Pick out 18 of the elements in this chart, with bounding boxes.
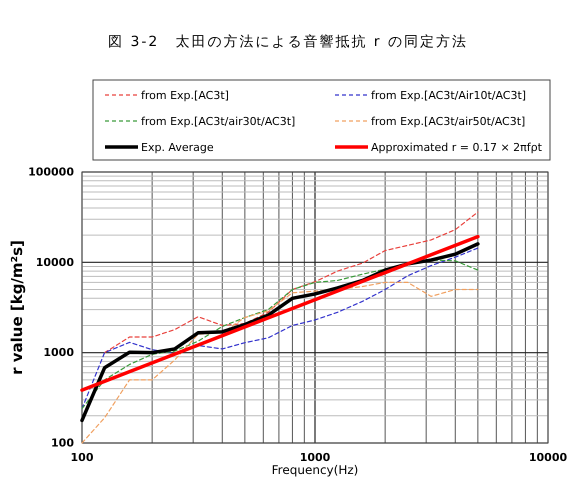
legend-label: Exp. Average <box>141 141 214 154</box>
y-tick-label: 100 <box>51 436 74 450</box>
x-tick-label: 100 <box>70 450 94 464</box>
y-tick-label: 100000 <box>28 166 74 179</box>
line-series <box>81 282 478 444</box>
legend-label: from Exp.[AC3t/Air10t/AC3t] <box>371 89 526 102</box>
x-axis-title: Frequency(Hz) <box>272 463 358 477</box>
x-tick-label: 10000 <box>528 450 568 464</box>
y-tick-label: 1000 <box>43 346 74 360</box>
legend-label: from Exp.[AC3t/air30t/AC3t] <box>141 115 296 128</box>
legend-label: from Exp.[AC3t/air50t/AC3t] <box>371 115 526 128</box>
x-tick-label: 1000 <box>300 450 331 464</box>
legend-label: from Exp.[AC3t] <box>141 89 229 102</box>
line-series <box>104 211 478 354</box>
y-tick-label: 10000 <box>36 256 74 269</box>
y-axis-title: r value [kg/m²s] <box>8 240 26 375</box>
legend-label: Approximated r = 0.17 × 2πfρt <box>371 141 543 154</box>
chart-title: 図 3-2 太田の方法による音響抵抗 r の同定方法 <box>108 34 468 50</box>
